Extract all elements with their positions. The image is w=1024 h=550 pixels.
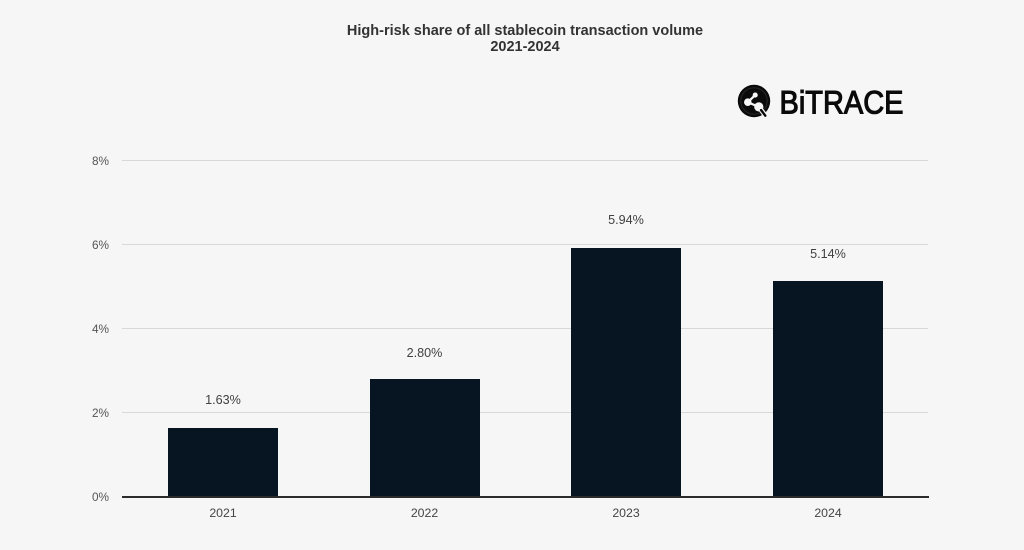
svg-text:BiTRACE: BiTRACE <box>780 84 904 120</box>
